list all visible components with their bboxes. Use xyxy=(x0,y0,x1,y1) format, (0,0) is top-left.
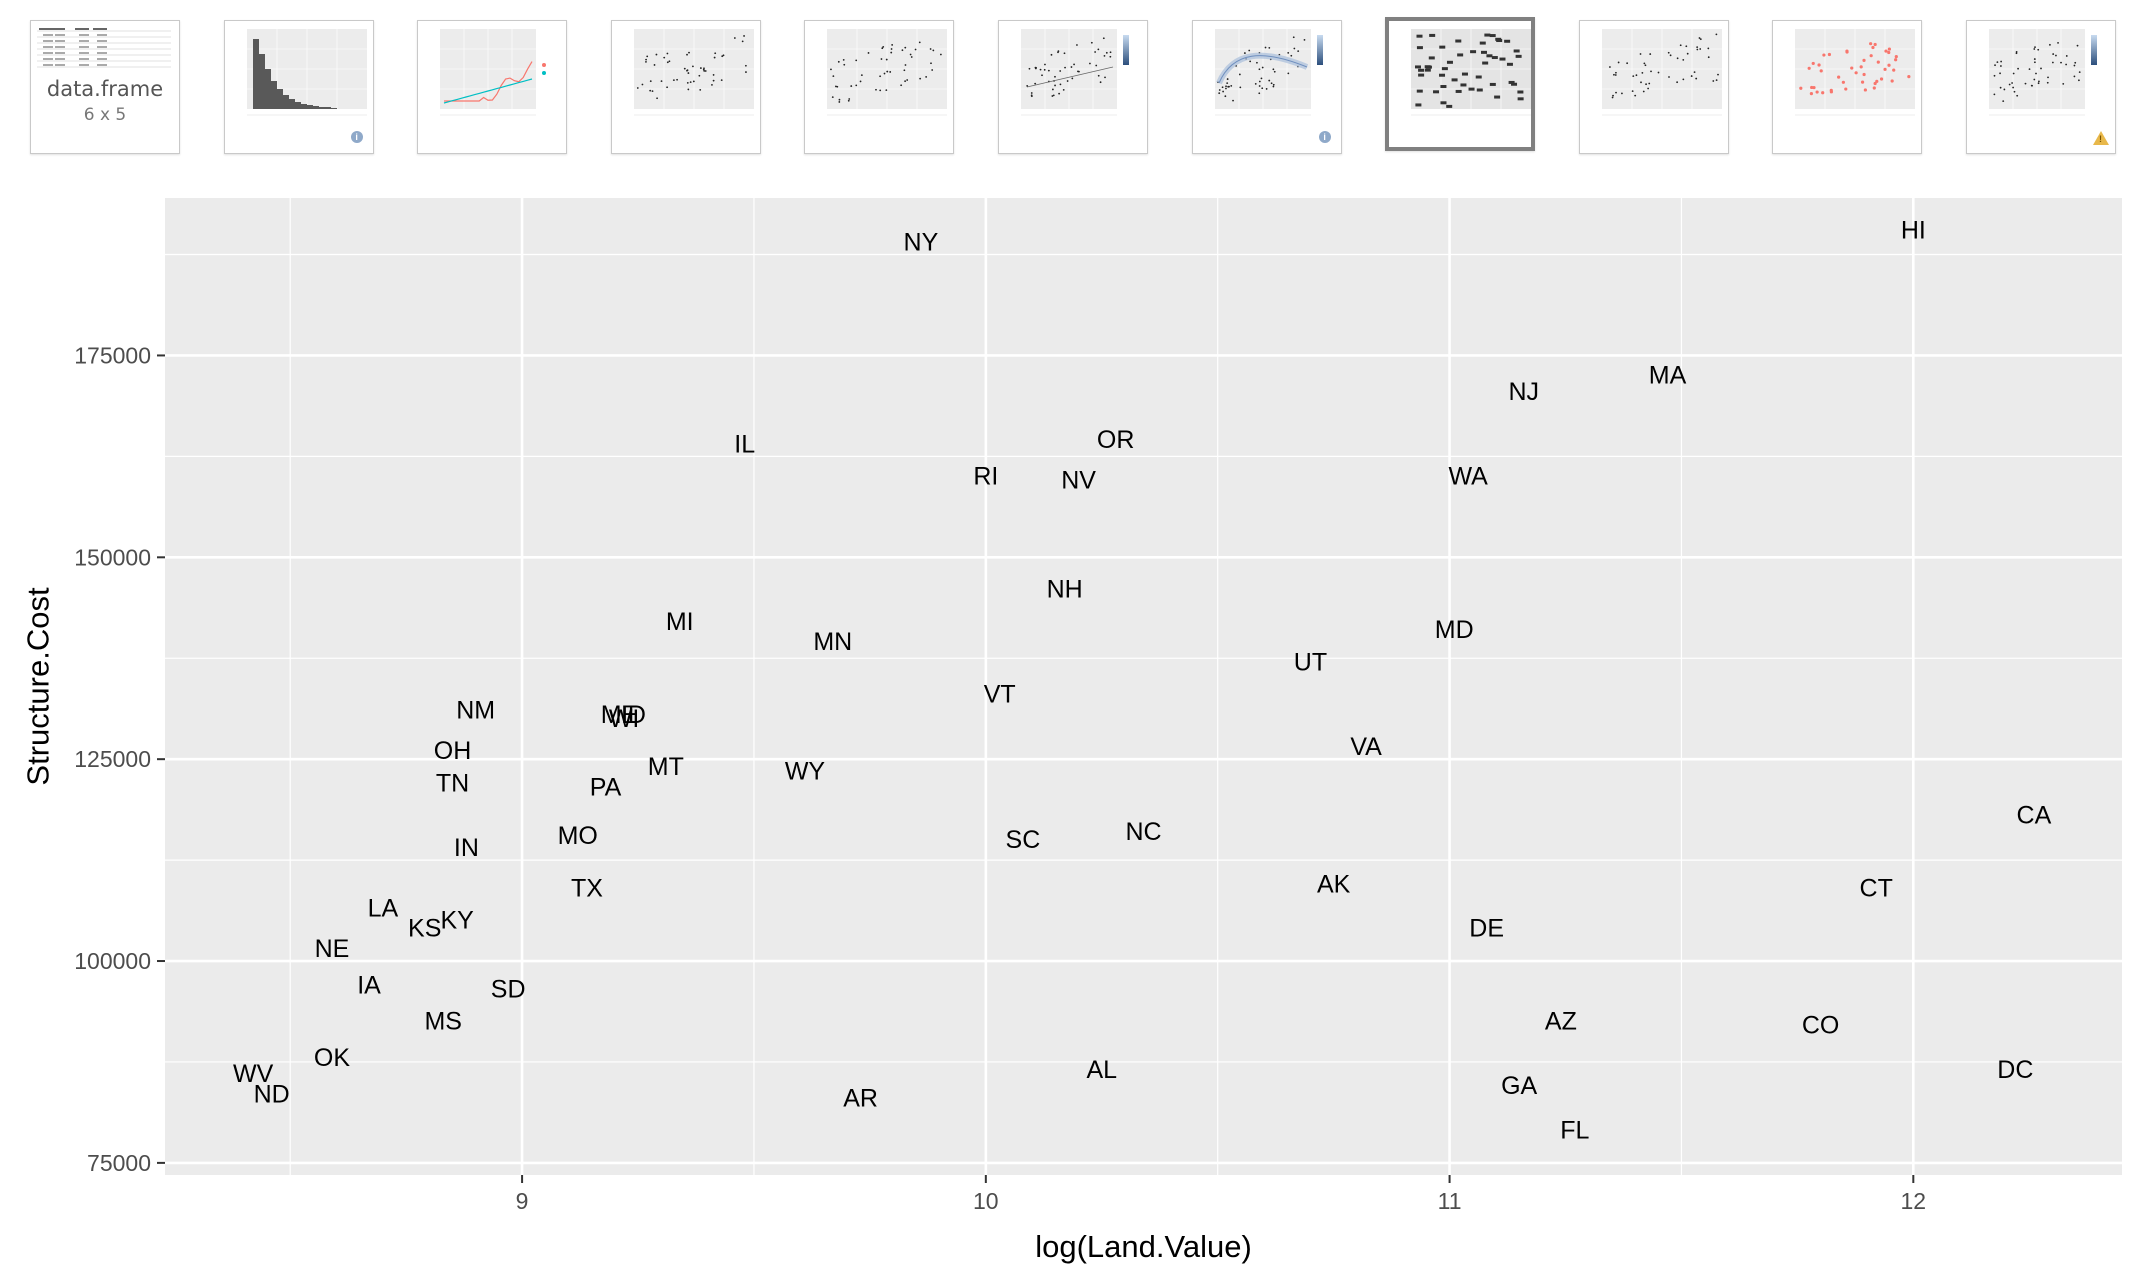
point-label-wa: WA xyxy=(1448,463,1488,491)
point-label-nh: NH xyxy=(1047,576,1083,604)
x-tick-label: 12 xyxy=(1901,1188,1927,1214)
dataframe-class-label: data.frame xyxy=(46,77,164,101)
plot-thumbnail-4[interactable] xyxy=(610,20,761,154)
plot-thumbnail-8[interactable] xyxy=(1385,17,1536,151)
plot-thumbnail-strip: data.frame 6 x 5 i i! xyxy=(0,0,2136,170)
plot-thumbnail-1[interactable]: data.frame 6 x 5 xyxy=(30,20,180,154)
point-label-ga: GA xyxy=(1501,1072,1537,1100)
thumbnail-plot-icon xyxy=(440,29,547,116)
plot-thumbnail-6[interactable] xyxy=(998,20,1148,154)
point-label-fl: FL xyxy=(1560,1117,1589,1145)
point-label-ok: OK xyxy=(314,1044,350,1072)
point-label-mo: MO xyxy=(558,822,598,850)
point-label-il: IL xyxy=(734,430,755,458)
point-label-ca: CA xyxy=(2017,802,2052,830)
point-label-nm: NM xyxy=(456,697,495,725)
point-label-in: IN xyxy=(454,834,479,862)
grid-major xyxy=(165,198,2122,1175)
point-label-wy: WY xyxy=(785,757,826,785)
point-label-sd: SD xyxy=(491,975,526,1003)
point-label-ms: MS xyxy=(424,1008,462,1036)
y-tick-label: 100000 xyxy=(74,948,151,974)
plot-thumbnail-10[interactable] xyxy=(1772,20,1923,154)
plot-thumbnail-11[interactable]: ! xyxy=(1966,20,2116,154)
thumbnail-plot-icon xyxy=(1989,29,2097,116)
y-tick-label: 75000 xyxy=(87,1150,151,1176)
plot-thumbnail-7[interactable]: i xyxy=(1191,20,1342,154)
point-label-la: LA xyxy=(368,895,399,923)
point-label-de: DE xyxy=(1469,915,1504,943)
y-axis: 75000 100000 125000 150000 175000 xyxy=(74,342,165,1176)
y-axis-title: Structure.Cost xyxy=(21,587,56,786)
x-axis: 9 10 11 12 xyxy=(516,1175,1926,1214)
x-tick-label: 9 xyxy=(516,1188,529,1214)
thumbnail-plot-icon xyxy=(246,29,367,116)
thumbnail-plot-icon xyxy=(827,29,948,116)
point-label-ak: AK xyxy=(1317,870,1351,898)
thumbnail-plot-icon xyxy=(1021,29,1129,116)
plot-thumbnail-5[interactable] xyxy=(804,20,955,154)
x-tick-label: 10 xyxy=(973,1188,999,1214)
thumbnail-plot-icon xyxy=(633,29,754,116)
point-label-pa: PA xyxy=(590,773,622,801)
info-icon: i xyxy=(1318,131,1331,143)
point-label-mi: MI xyxy=(666,608,694,636)
point-label-ar: AR xyxy=(843,1084,878,1112)
point-label-nv: NV xyxy=(1061,467,1096,495)
plot-panel xyxy=(165,198,2122,1175)
point-label-ut: UT xyxy=(1294,648,1327,676)
y-tick-label: 175000 xyxy=(74,342,151,368)
point-label-mn: MN xyxy=(813,628,852,656)
point-label-ne: NE xyxy=(315,935,350,963)
x-tick-label: 11 xyxy=(1438,1188,1462,1214)
point-label-id: ID xyxy=(621,701,646,729)
warning-icon: ! xyxy=(2093,131,2109,145)
point-label-dc: DC xyxy=(1997,1056,2033,1084)
point-label-ma: MA xyxy=(1649,362,1687,390)
x-axis-title: log(Land.Value) xyxy=(1035,1229,1252,1264)
point-label-co: CO xyxy=(1802,1012,1840,1040)
point-label-sc: SC xyxy=(1006,826,1041,854)
y-tick-label: 150000 xyxy=(74,544,151,570)
point-label-mt: MT xyxy=(648,753,684,781)
thumbnail-plot-icon xyxy=(1601,29,1722,116)
point-label-az: AZ xyxy=(1545,1008,1577,1036)
thumbnail-plot-icon xyxy=(1411,29,1532,116)
point-label-vt: VT xyxy=(984,681,1016,709)
point-label-me: ME xyxy=(601,701,639,729)
plot-thumbnail-3[interactable] xyxy=(417,20,568,154)
grid-minor xyxy=(165,198,2122,1175)
point-label-nj: NJ xyxy=(1508,378,1539,406)
point-label-nd: ND xyxy=(254,1080,290,1108)
point-label-wv: WV xyxy=(233,1060,274,1088)
thumbnail-plot-icon xyxy=(1795,29,1916,116)
thumbnail-plot-icon xyxy=(1214,29,1323,116)
dataframe-dims-label: 6 x 5 xyxy=(83,105,127,125)
plot-thumbnail-9[interactable] xyxy=(1578,20,1729,154)
y-tick-label: 125000 xyxy=(74,746,151,772)
point-label-ny: NY xyxy=(904,228,939,256)
point-label-ky: KY xyxy=(440,907,474,935)
point-label-va: VA xyxy=(1350,733,1382,761)
point-label-ia: IA xyxy=(357,971,381,999)
point-label-al: AL xyxy=(1086,1056,1117,1084)
point-label-hi: HI xyxy=(1901,216,1926,244)
point-label-tn: TN xyxy=(436,769,469,797)
table-preview-icon xyxy=(37,28,171,68)
point-label-ri: RI xyxy=(973,463,998,491)
point-label-or: OR xyxy=(1097,426,1135,454)
info-icon: i xyxy=(350,131,363,143)
plot-thumbnail-2[interactable]: i xyxy=(223,20,374,154)
point-label-oh: OH xyxy=(434,737,472,765)
point-label-wi: WI xyxy=(609,705,640,733)
point-label-ct: CT xyxy=(1860,874,1893,902)
point-label-md: MD xyxy=(1435,616,1474,644)
point-label-ks: KS xyxy=(408,915,441,943)
point-label-tx: TX xyxy=(571,874,603,902)
point-label-nc: NC xyxy=(1125,818,1161,846)
